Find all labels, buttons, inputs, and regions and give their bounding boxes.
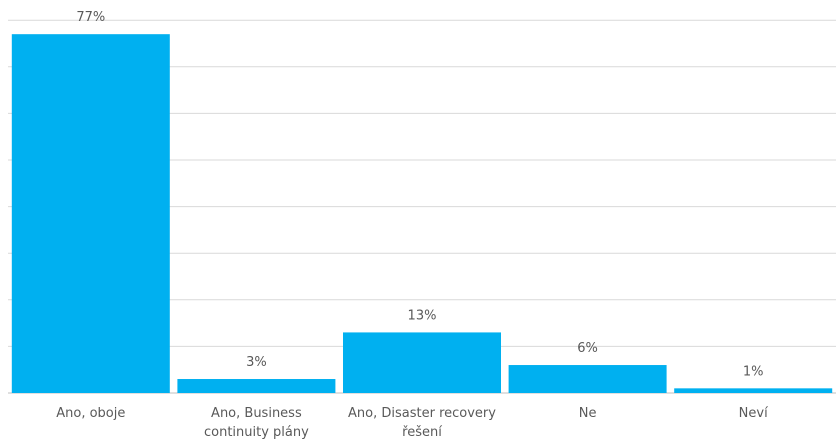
bar bbox=[177, 379, 336, 393]
category-label: Ano, Business bbox=[211, 406, 302, 421]
data-label: 6% bbox=[577, 341, 598, 356]
category-label: Neví bbox=[739, 406, 768, 421]
category-label: Ano, oboje bbox=[56, 406, 125, 421]
data-label: 77% bbox=[76, 10, 105, 25]
bar bbox=[343, 332, 501, 393]
bar bbox=[674, 388, 833, 393]
category-label: řešení bbox=[402, 425, 442, 440]
category-label: Ano, Disaster recovery bbox=[348, 406, 496, 421]
bar bbox=[11, 34, 170, 394]
data-label: 3% bbox=[246, 355, 267, 370]
data-label: 13% bbox=[408, 308, 437, 323]
data-label: 1% bbox=[743, 364, 764, 379]
x-axis-labels: Ano, oboje Ano, Business continuity plány A… bbox=[56, 406, 768, 440]
category-label: Ne bbox=[579, 406, 597, 421]
bars bbox=[11, 34, 833, 394]
bar bbox=[508, 365, 667, 393]
category-label: continuity plány bbox=[204, 425, 309, 440]
data-labels: 77% 3% 13% 6% 1% bbox=[76, 10, 763, 379]
